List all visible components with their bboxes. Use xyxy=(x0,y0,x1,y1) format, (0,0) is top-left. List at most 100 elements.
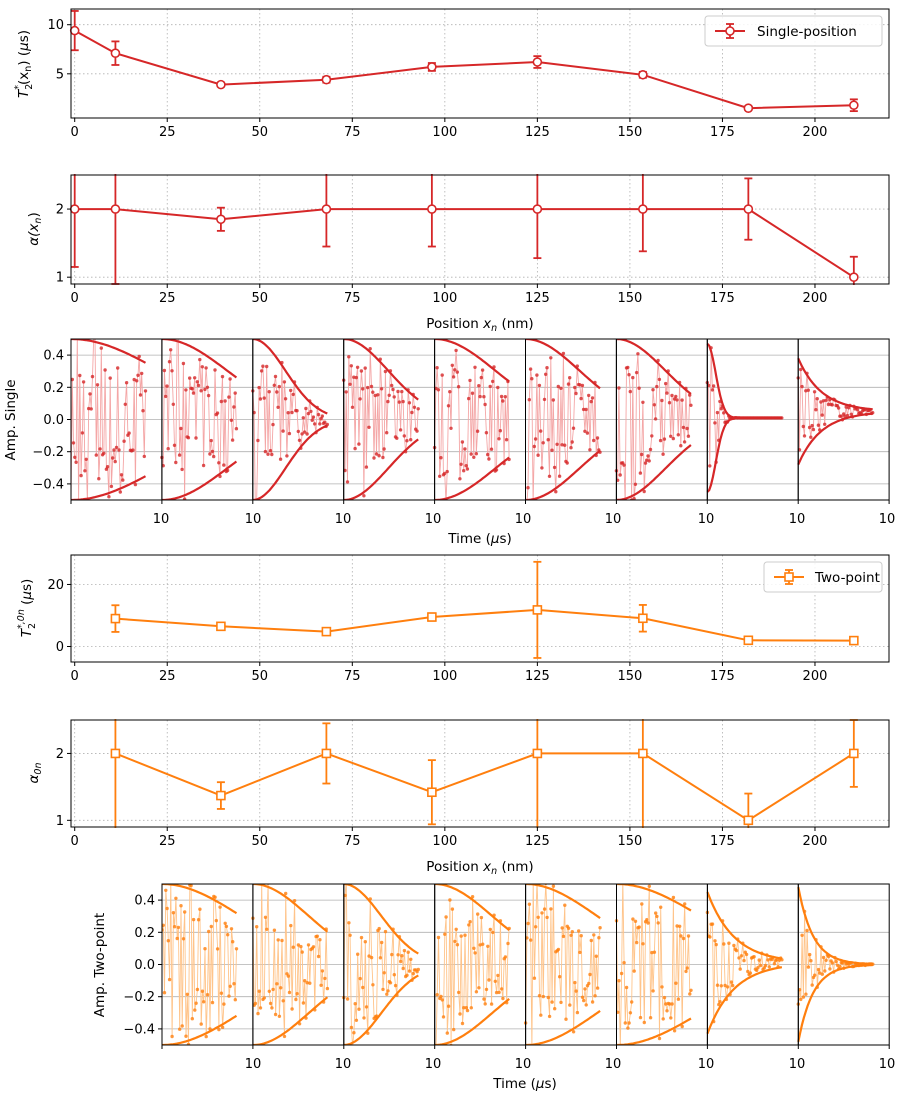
amp-point xyxy=(536,453,540,457)
amp-point xyxy=(174,460,178,465)
amp-point xyxy=(231,940,235,944)
amp-point xyxy=(713,939,717,943)
amp-point xyxy=(530,377,534,381)
amp-point xyxy=(285,454,289,458)
envelope-upper xyxy=(706,891,783,960)
y-tick-label: −0.2 xyxy=(123,990,155,1005)
envelope-upper xyxy=(525,339,601,390)
amp-point xyxy=(201,463,206,468)
amp-point xyxy=(641,400,645,404)
amp-point xyxy=(756,966,760,970)
amp-point xyxy=(491,379,495,384)
amp-point xyxy=(182,497,187,500)
amp-point xyxy=(645,918,649,922)
amp-trace xyxy=(161,339,237,500)
amp-point xyxy=(550,448,554,452)
amp-point xyxy=(587,981,591,986)
amp-point xyxy=(464,1006,468,1010)
amp-point xyxy=(388,981,393,985)
amp-point xyxy=(83,469,87,473)
amp-point xyxy=(647,884,651,888)
data-point xyxy=(638,748,648,759)
amp-point xyxy=(711,384,716,388)
amp-point xyxy=(347,355,351,359)
amp-point xyxy=(396,389,400,394)
series-line xyxy=(74,208,855,279)
envelope-upper xyxy=(525,884,601,919)
amp-point xyxy=(135,379,139,383)
amp-point xyxy=(816,967,821,972)
amp-point xyxy=(359,935,364,940)
panel-t2-single: 0 25 50 75 100 125 150 175 200 5 10 T2*(xn) (μs) S… xyxy=(13,8,890,140)
amp-point xyxy=(116,366,120,370)
amp-point xyxy=(595,986,600,990)
amp-point xyxy=(501,399,505,403)
amp-point xyxy=(318,422,322,426)
amp-point xyxy=(575,1010,580,1015)
amp-point xyxy=(546,995,550,1000)
amp-point xyxy=(102,451,106,455)
amp-point xyxy=(175,936,179,941)
amp-point xyxy=(628,1011,633,1015)
amp-point xyxy=(679,934,683,938)
amp-point xyxy=(545,915,549,920)
amp-point xyxy=(804,992,808,996)
amp-point xyxy=(547,474,552,478)
amp-point xyxy=(124,381,129,385)
amp-point xyxy=(444,501,447,504)
amp-two-ylabel: Amp. Two-point xyxy=(92,913,108,1017)
amp-point xyxy=(71,441,76,445)
x-tick-label: 50 xyxy=(251,291,268,306)
amp-point xyxy=(676,433,680,437)
amp-point xyxy=(468,378,472,383)
amp-point xyxy=(568,1003,572,1007)
amp-point xyxy=(498,429,502,433)
amp-point xyxy=(184,1034,188,1038)
amp-point xyxy=(855,408,860,412)
amp-point xyxy=(167,977,172,982)
amp-point xyxy=(281,429,285,433)
amp-point xyxy=(218,905,222,909)
amp-point xyxy=(300,950,304,954)
amp-point xyxy=(580,383,585,388)
amp-point xyxy=(631,917,635,921)
amp-point xyxy=(199,1022,203,1026)
data-point xyxy=(216,621,226,632)
amp-point xyxy=(635,940,639,945)
amp-point xyxy=(547,1014,552,1019)
amp-point xyxy=(473,365,477,369)
amp-point xyxy=(320,414,324,418)
amp-point xyxy=(617,979,621,983)
amp-point xyxy=(170,369,174,373)
amp-point xyxy=(305,432,309,436)
y-tick-label: 0.2 xyxy=(43,381,64,396)
amp-point xyxy=(491,930,495,935)
x-tick-label: 150 xyxy=(617,669,642,684)
amp-point xyxy=(450,363,454,367)
amp-point xyxy=(276,938,280,942)
amp-point xyxy=(405,973,409,977)
amp-point xyxy=(310,418,314,422)
amp-point xyxy=(772,962,777,966)
amp-point xyxy=(715,410,720,415)
envelope-upper xyxy=(797,886,873,966)
amp-point xyxy=(402,948,407,953)
data-point xyxy=(69,25,80,36)
amp-point xyxy=(489,447,494,451)
amp-point xyxy=(214,918,218,923)
amp-point xyxy=(452,1027,456,1032)
amp-point xyxy=(685,966,689,970)
amp-point xyxy=(229,927,234,931)
amp-point xyxy=(205,385,210,389)
amp-point xyxy=(169,879,172,882)
amp-point xyxy=(819,400,823,404)
amp-point xyxy=(802,434,807,438)
amp-point xyxy=(308,981,312,985)
amp-point xyxy=(810,423,814,428)
envelope-lower xyxy=(162,1014,238,1045)
amp-point xyxy=(193,376,197,380)
y-tick-label: 20 xyxy=(47,578,64,593)
amp-point xyxy=(368,347,372,351)
amp-point xyxy=(651,388,655,392)
amp-point xyxy=(597,936,601,940)
